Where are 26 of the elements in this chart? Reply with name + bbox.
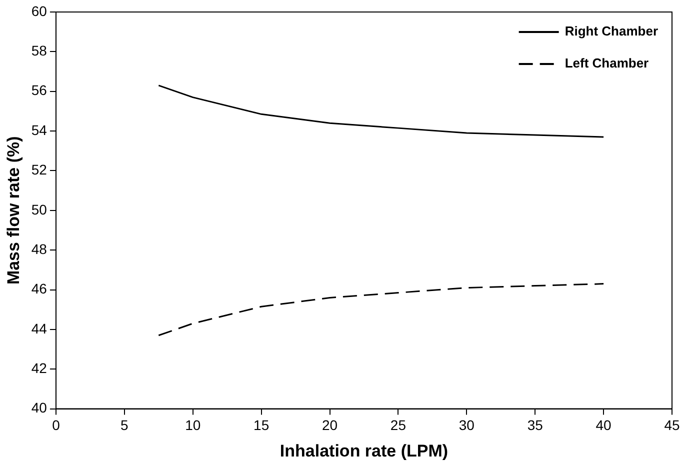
y-tick-label: 46 — [31, 280, 48, 297]
y-tick-label: 44 — [31, 320, 48, 336]
x-tick-label: 15 — [254, 417, 270, 434]
x-tick-label: 25 — [390, 417, 406, 434]
x-tick-label: 40 — [596, 417, 612, 434]
y-tick-label: 42 — [31, 360, 48, 376]
x-tick-label: 45 — [664, 417, 680, 434]
y-tick-label: 54 — [31, 122, 48, 138]
y-tick-label: 52 — [31, 162, 48, 178]
line-series — [158, 283, 604, 336]
y-tick-label: 60 — [31, 2, 48, 19]
y-axis-title: Mass flow rate (%) — [4, 136, 23, 285]
legend-label: Left Chamber — [564, 56, 649, 71]
x-tick-label: 30 — [458, 417, 475, 434]
x-tick-label: 10 — [185, 417, 201, 434]
y-tick-label: 58 — [31, 42, 48, 59]
x-tick-label: 5 — [120, 417, 129, 434]
x-axis-title: Inhalation rate (LPM) — [280, 441, 448, 460]
y-tick-label: 50 — [31, 201, 48, 218]
y-tick-label: 40 — [31, 400, 48, 416]
y-tick-label: 48 — [31, 240, 48, 257]
x-tick-label: 35 — [527, 417, 544, 434]
x-tick-label: 20 — [322, 417, 338, 434]
y-tick-label: 56 — [31, 82, 48, 98]
legend-label: Right Chamber — [564, 24, 658, 39]
x-tick-label: 0 — [52, 417, 60, 434]
